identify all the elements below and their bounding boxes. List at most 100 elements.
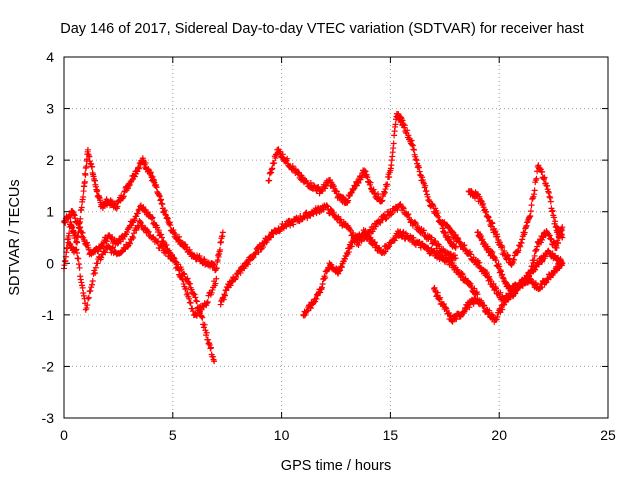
data-point — [210, 260, 217, 267]
data-point — [77, 273, 84, 280]
data-point — [161, 207, 168, 214]
data-point — [399, 204, 406, 211]
x-tick-label: 15 — [383, 427, 399, 443]
data-point — [290, 221, 297, 228]
data-point — [539, 168, 546, 175]
data-point — [217, 301, 224, 308]
data-point — [480, 200, 487, 207]
data-point — [345, 249, 352, 256]
data-point — [319, 281, 326, 288]
data-point — [539, 284, 546, 291]
data-point — [532, 247, 539, 254]
data-point — [362, 227, 369, 234]
data-point — [448, 228, 455, 235]
data-point — [307, 179, 314, 186]
data-point — [466, 248, 473, 255]
data-point — [518, 240, 525, 247]
data-point — [227, 282, 234, 289]
data-point — [163, 241, 170, 248]
data-point — [130, 230, 137, 237]
data-point — [515, 247, 522, 254]
data-point — [171, 255, 178, 262]
data-point — [338, 263, 345, 270]
data-point — [159, 242, 166, 249]
data-point — [366, 178, 373, 185]
y-tick-label: 3 — [46, 101, 54, 117]
data-point — [180, 280, 187, 287]
data-point — [499, 271, 506, 278]
data-point — [355, 179, 362, 186]
data-point — [271, 160, 278, 167]
data-point — [509, 293, 516, 300]
data-point — [217, 246, 224, 253]
data-point — [109, 245, 116, 252]
data-point — [384, 181, 391, 188]
data-point — [435, 213, 442, 220]
data-point — [431, 284, 438, 291]
data-point — [172, 231, 179, 238]
data-point — [135, 207, 142, 214]
data-point — [184, 275, 191, 282]
data-point — [210, 262, 217, 269]
data-point — [531, 252, 538, 259]
data-point — [493, 257, 500, 264]
grid — [64, 57, 608, 418]
data-point — [533, 246, 540, 253]
data-point — [486, 307, 493, 314]
data-point — [355, 241, 362, 248]
chart-title: Day 146 of 2017, Sidereal Day-to-day VTE… — [60, 21, 584, 37]
data-point — [413, 220, 420, 227]
data-point — [153, 184, 160, 191]
data-point — [504, 251, 511, 258]
data-point — [458, 272, 465, 279]
data-point — [549, 208, 556, 215]
data-point — [72, 247, 79, 254]
data-point — [529, 263, 536, 270]
data-point — [508, 288, 515, 295]
data-point — [507, 287, 514, 294]
data-point — [405, 132, 412, 139]
data-point — [338, 264, 345, 271]
data-point — [62, 219, 69, 226]
data-point — [342, 255, 349, 262]
data-point — [519, 236, 526, 243]
data-point — [434, 210, 441, 217]
data-point — [360, 232, 367, 239]
data-point — [422, 182, 429, 189]
x-tick-label: 25 — [600, 427, 616, 443]
y-tick-label: 2 — [46, 152, 54, 168]
data-point — [547, 198, 554, 205]
data-point — [555, 239, 562, 246]
data-point — [233, 274, 240, 281]
data-point — [259, 244, 266, 251]
data-point — [201, 256, 208, 263]
data-point — [73, 246, 80, 253]
y-tick-label: 4 — [46, 49, 54, 65]
data-point — [85, 295, 92, 302]
data-point — [120, 193, 127, 200]
data-point — [372, 223, 379, 230]
data-point — [499, 244, 506, 251]
data-point — [412, 156, 419, 163]
data-point — [466, 304, 473, 311]
data-point — [466, 279, 473, 286]
data-point — [553, 244, 560, 251]
data-point — [509, 260, 516, 267]
data-point — [79, 284, 86, 291]
data-point — [531, 257, 538, 264]
data-point — [237, 269, 244, 276]
data-point — [545, 189, 552, 196]
data-point — [98, 243, 105, 250]
data-point — [490, 280, 497, 287]
data-point — [137, 219, 144, 226]
data-point — [410, 234, 417, 241]
data-point — [485, 214, 492, 221]
data-point — [549, 207, 556, 214]
data-point — [434, 292, 441, 299]
data-point — [489, 220, 496, 227]
data-point — [268, 234, 275, 241]
data-point — [166, 220, 173, 227]
data-point — [83, 305, 90, 312]
data-point — [488, 223, 495, 230]
data-point — [84, 302, 91, 309]
